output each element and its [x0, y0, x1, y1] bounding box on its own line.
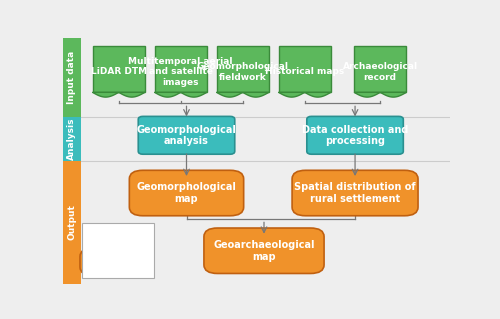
FancyBboxPatch shape	[292, 170, 418, 216]
Text: Geoarchaeological
map: Geoarchaeological map	[213, 240, 315, 262]
Bar	[62, 161, 81, 284]
Bar	[62, 38, 81, 117]
FancyBboxPatch shape	[116, 232, 148, 250]
FancyBboxPatch shape	[216, 46, 269, 92]
FancyBboxPatch shape	[204, 228, 324, 273]
FancyBboxPatch shape	[354, 46, 406, 92]
Text: Geomorphological
fieldwork: Geomorphological fieldwork	[196, 62, 288, 82]
Text: Data collection and
processing: Data collection and processing	[302, 124, 408, 146]
FancyBboxPatch shape	[278, 46, 331, 92]
FancyBboxPatch shape	[138, 116, 234, 154]
FancyBboxPatch shape	[82, 223, 154, 278]
Bar	[62, 117, 81, 161]
Text: Output: Output	[91, 259, 119, 265]
Polygon shape	[154, 92, 207, 97]
Polygon shape	[216, 92, 269, 97]
Text: Input data: Input data	[68, 51, 76, 104]
Text: Geomorphological
map: Geomorphological map	[136, 182, 236, 204]
Text: Historical maps: Historical maps	[265, 67, 344, 77]
Polygon shape	[92, 92, 145, 97]
FancyBboxPatch shape	[80, 248, 130, 276]
FancyBboxPatch shape	[154, 46, 207, 92]
FancyBboxPatch shape	[90, 233, 114, 246]
Text: Multitemporal aerial
and satellite
images: Multitemporal aerial and satellite image…	[128, 57, 233, 87]
FancyBboxPatch shape	[307, 116, 404, 154]
Text: Archaeological
record: Archaeological record	[342, 62, 418, 82]
Text: Analysis: Analysis	[116, 238, 149, 244]
Text: LiDAR DTM: LiDAR DTM	[90, 67, 147, 77]
Polygon shape	[278, 92, 331, 97]
Text: Spatial distribution of
rural settlement: Spatial distribution of rural settlement	[294, 182, 416, 204]
Polygon shape	[354, 92, 406, 97]
FancyBboxPatch shape	[130, 170, 244, 216]
FancyBboxPatch shape	[92, 46, 145, 92]
Text: Analysis: Analysis	[68, 118, 76, 160]
Text: Input
data: Input data	[92, 234, 113, 247]
Polygon shape	[90, 246, 114, 248]
Text: Geomorphological
analysis: Geomorphological analysis	[136, 124, 236, 146]
Text: Output: Output	[68, 204, 76, 241]
